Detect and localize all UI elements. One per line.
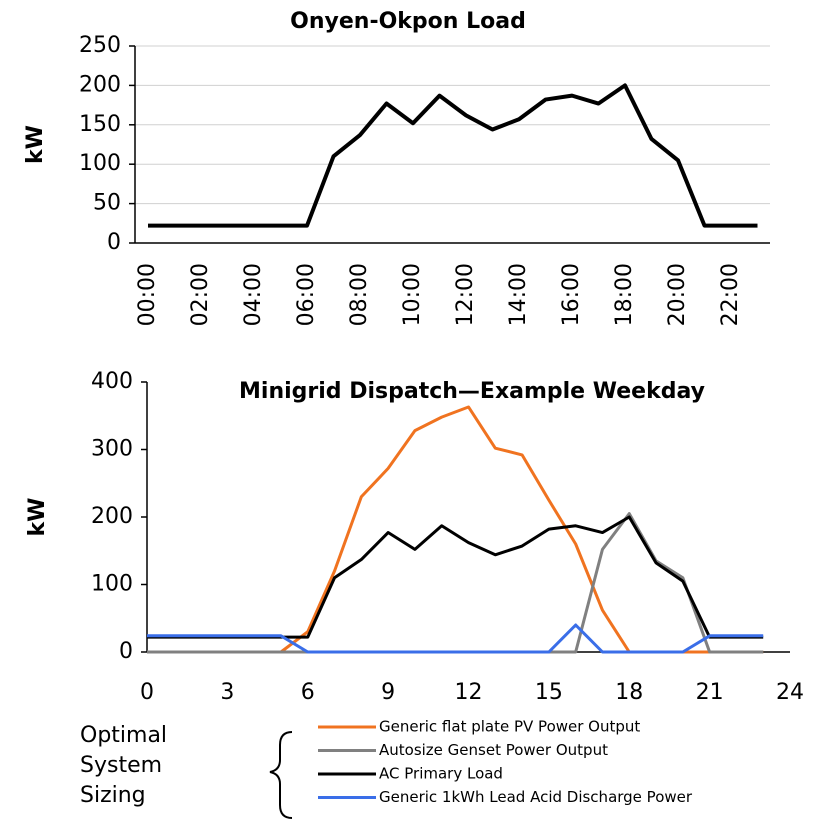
legend-label: Generic 1kWh Lead Acid Discharge Power [379, 788, 693, 806]
chart-title: Minigrid Dispatch—Example Weekday [239, 379, 705, 404]
x-tick-label: 10:00 [400, 263, 425, 326]
x-tick-label: 3 [220, 680, 234, 705]
y-tick-label: 100 [79, 151, 121, 176]
x-tick-label: 18:00 [612, 263, 637, 326]
y-tick-label: 0 [119, 639, 133, 664]
x-tick-label: 02:00 [188, 263, 213, 326]
series-line [148, 83, 758, 228]
series-line [147, 405, 764, 654]
y-axis-label: kW [23, 125, 48, 164]
x-tick-label: 6 [301, 680, 315, 705]
x-tick-label: 16:00 [559, 263, 584, 326]
x-tick-label: 15 [535, 680, 563, 705]
y-tick-label: 400 [91, 369, 133, 394]
series-line [147, 515, 764, 639]
legend-note: Optimal [80, 723, 167, 748]
chart-title: Onyen-Okpon Load [290, 9, 526, 34]
x-tick-label: 21 [696, 680, 724, 705]
x-tick-label: 18 [615, 680, 643, 705]
x-tick-label: 00:00 [135, 263, 160, 326]
y-tick-label: 50 [93, 191, 121, 216]
y-tick-label: 200 [91, 504, 133, 529]
x-tick-label: 22:00 [718, 263, 743, 326]
legend-label: Autosize Genset Power Output [379, 741, 608, 759]
x-tick-label: 06:00 [294, 263, 319, 326]
legend-note: Sizing [80, 783, 146, 808]
brace [269, 731, 293, 819]
y-tick-label: 0 [107, 230, 121, 255]
x-tick-label: 14:00 [506, 263, 531, 326]
x-tick-label: 24 [776, 680, 804, 705]
legend-label: Generic flat plate PV Power Output [379, 718, 640, 736]
x-tick-label: 04:00 [241, 263, 266, 326]
x-tick-label: 0 [140, 680, 154, 705]
y-tick-label: 150 [79, 112, 121, 137]
y-tick-label: 200 [79, 72, 121, 97]
x-tick-label: 20:00 [665, 263, 690, 326]
legend-label: AC Primary Load [379, 765, 503, 783]
y-tick-label: 300 [91, 437, 133, 462]
y-tick-label: 250 [79, 33, 121, 58]
legend-note: System [80, 753, 162, 778]
x-tick-label: 12 [455, 680, 483, 705]
y-axis-label: kW [25, 498, 50, 537]
series-line [147, 623, 764, 654]
x-tick-label: 08:00 [347, 263, 372, 326]
y-tick-label: 100 [91, 572, 133, 597]
x-tick-label: 12:00 [453, 263, 478, 326]
x-tick-label: 9 [381, 680, 395, 705]
